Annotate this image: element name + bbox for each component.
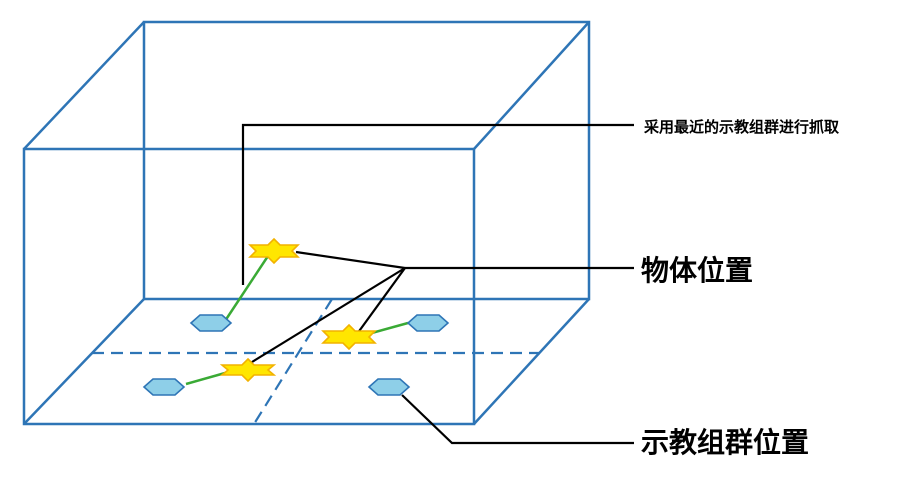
- object-position-label: 物体位置: [641, 254, 754, 287]
- callout-object-2: [356, 267, 406, 335]
- callout-grasp-strategy: [241, 123, 634, 285]
- grasp-strategy-label: 采用最近的示教组群进行抓取: [644, 118, 840, 136]
- object-star-icon: [321, 323, 377, 351]
- object-star-icon: [219, 357, 277, 383]
- callout-object-3: [251, 267, 406, 363]
- demo-group-markers: [142, 314, 450, 396]
- box-top-right-edge: [473, 21, 590, 150]
- box-bottom-right-edge: [473, 298, 590, 425]
- demo-group-hexagon-icon: [189, 314, 233, 332]
- callout-lines: [241, 123, 634, 445]
- object-star-icon: [248, 237, 300, 265]
- floor-divider-diagonal: [253, 298, 333, 425]
- object-markers: [219, 237, 377, 383]
- demo-group-hexagon-icon: [406, 314, 450, 332]
- link-1: [223, 255, 270, 322]
- demo-group-hexagon-icon: [142, 378, 186, 396]
- callout-demo-group: [401, 394, 634, 445]
- demo-group-position-label: 示教组群位置: [641, 426, 810, 459]
- callout-object-1: [295, 250, 406, 270]
- box-back-face: [142, 20, 591, 301]
- box-bottom-left-edge: [23, 298, 145, 425]
- workspace-box: [22, 20, 591, 426]
- box-top-left-edge: [23, 21, 145, 150]
- demo-group-hexagon-icon: [367, 378, 411, 396]
- link-3: [185, 371, 226, 386]
